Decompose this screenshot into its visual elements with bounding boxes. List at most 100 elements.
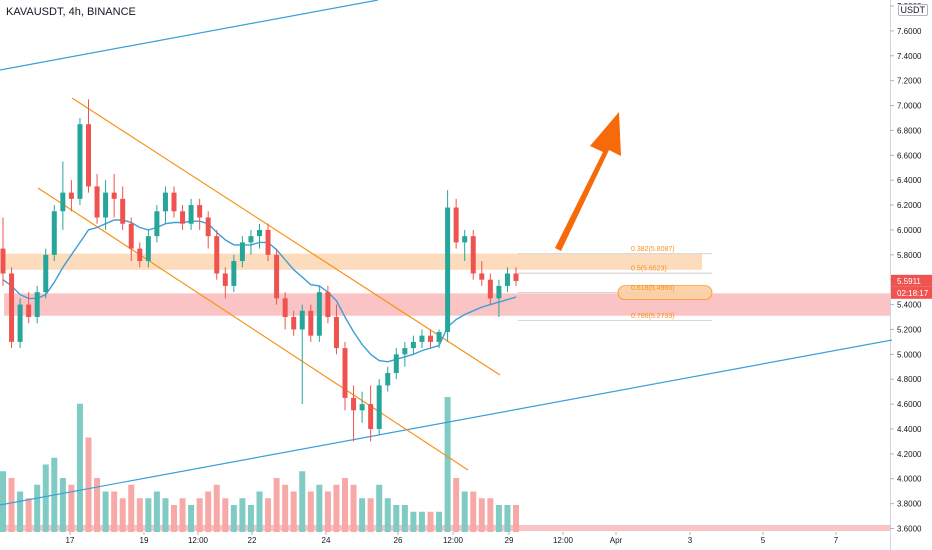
fib-level-label: 0.5(5.6523) [631, 266, 667, 273]
candle-body [214, 236, 220, 274]
candle-body [479, 273, 485, 280]
candle [419, 329, 425, 349]
candle [504, 267, 510, 293]
candle-body [51, 211, 57, 255]
volume-bar [470, 491, 477, 532]
candle [17, 298, 23, 349]
candle [145, 229, 151, 268]
volume-bar [188, 505, 195, 532]
time-tick-label: 12:00 [188, 536, 209, 545]
orange-zone [4, 253, 702, 270]
candle [0, 217, 6, 286]
candle [265, 223, 271, 262]
candle [513, 267, 519, 286]
price-tick-label: 3.8000 [897, 500, 922, 509]
candle-body [171, 192, 177, 212]
currency-badge[interactable]: USDT [897, 4, 928, 16]
candle [385, 366, 391, 392]
time-tick-label: 5 [761, 536, 766, 545]
candle-body [291, 317, 297, 330]
exchange-label: BINANCE [86, 6, 136, 18]
candle [51, 205, 57, 262]
volume-bar [247, 505, 254, 532]
volume-bar [111, 491, 118, 532]
candle-body [453, 207, 459, 243]
volume-bar [102, 491, 109, 532]
price-tick-label: 7.2000 [897, 77, 922, 86]
candle-body [428, 335, 433, 342]
volume-bar [367, 498, 374, 532]
candle [436, 329, 442, 349]
candle [453, 198, 459, 249]
candle [197, 198, 203, 230]
candle-body [103, 192, 109, 218]
channel-upper-line [71, 97, 501, 376]
candle [470, 229, 476, 280]
price-tick-label: 7.4000 [897, 52, 922, 61]
price-tick-label: 5.0000 [897, 350, 922, 359]
volume-bar [359, 498, 366, 532]
fib-highlight [617, 285, 713, 301]
price-tick-label: 3.6000 [897, 525, 922, 534]
candle-body [496, 285, 502, 299]
candle-body [239, 242, 245, 262]
symbol-name: KAVAUSDT [6, 6, 63, 18]
time-tick-label: 24 [322, 536, 331, 545]
candle-body [359, 404, 365, 411]
candle [111, 173, 117, 218]
candle [128, 217, 134, 262]
candle-body [60, 192, 66, 212]
candle-body [0, 248, 6, 274]
volume-bar [282, 484, 289, 532]
channel-lower-line [37, 187, 469, 471]
interval-label: 4h [68, 6, 81, 18]
price-tick-label: 6.0000 [897, 226, 922, 235]
volume-bar [34, 484, 41, 532]
volume-bar [42, 464, 49, 532]
volume-bar [427, 511, 434, 532]
volume-bar [17, 491, 24, 532]
candle [103, 180, 109, 230]
candle [86, 99, 91, 193]
candle [282, 292, 288, 330]
candle [120, 186, 126, 230]
candle [368, 385, 374, 442]
candle-body [265, 229, 271, 255]
candle [248, 229, 254, 255]
volume-bar [504, 505, 511, 532]
candle [239, 236, 245, 268]
candle [316, 285, 322, 342]
candle-body [77, 124, 83, 199]
candle [222, 267, 228, 299]
candle [94, 173, 100, 224]
volume-bar [153, 491, 160, 532]
price-tick-label: 4.6000 [897, 400, 922, 409]
candle-body [128, 223, 134, 249]
candle-body [504, 273, 510, 286]
candle [479, 261, 485, 286]
candle-body [145, 236, 151, 262]
volume-bar [239, 498, 246, 532]
volume-bar [8, 478, 15, 532]
lower-trend-line [0, 339, 893, 506]
candle-body [316, 292, 322, 336]
header-separator: , [62, 6, 69, 18]
time-tick-label: 7 [834, 536, 839, 545]
volume-bar [222, 498, 229, 532]
candle-body [248, 236, 254, 243]
candle-body [393, 354, 399, 373]
volume-bar [273, 478, 280, 532]
candle-body [299, 310, 305, 330]
candle [291, 310, 297, 336]
volume-bar [265, 498, 272, 532]
volume-bar [136, 498, 143, 532]
volume-bar [418, 511, 425, 532]
candle [60, 161, 66, 230]
candle [180, 205, 186, 230]
upper-trend-line [0, 0, 379, 71]
candle [410, 335, 416, 355]
volume-bar [59, 478, 66, 532]
price-tick-label: 6.6000 [897, 151, 922, 160]
